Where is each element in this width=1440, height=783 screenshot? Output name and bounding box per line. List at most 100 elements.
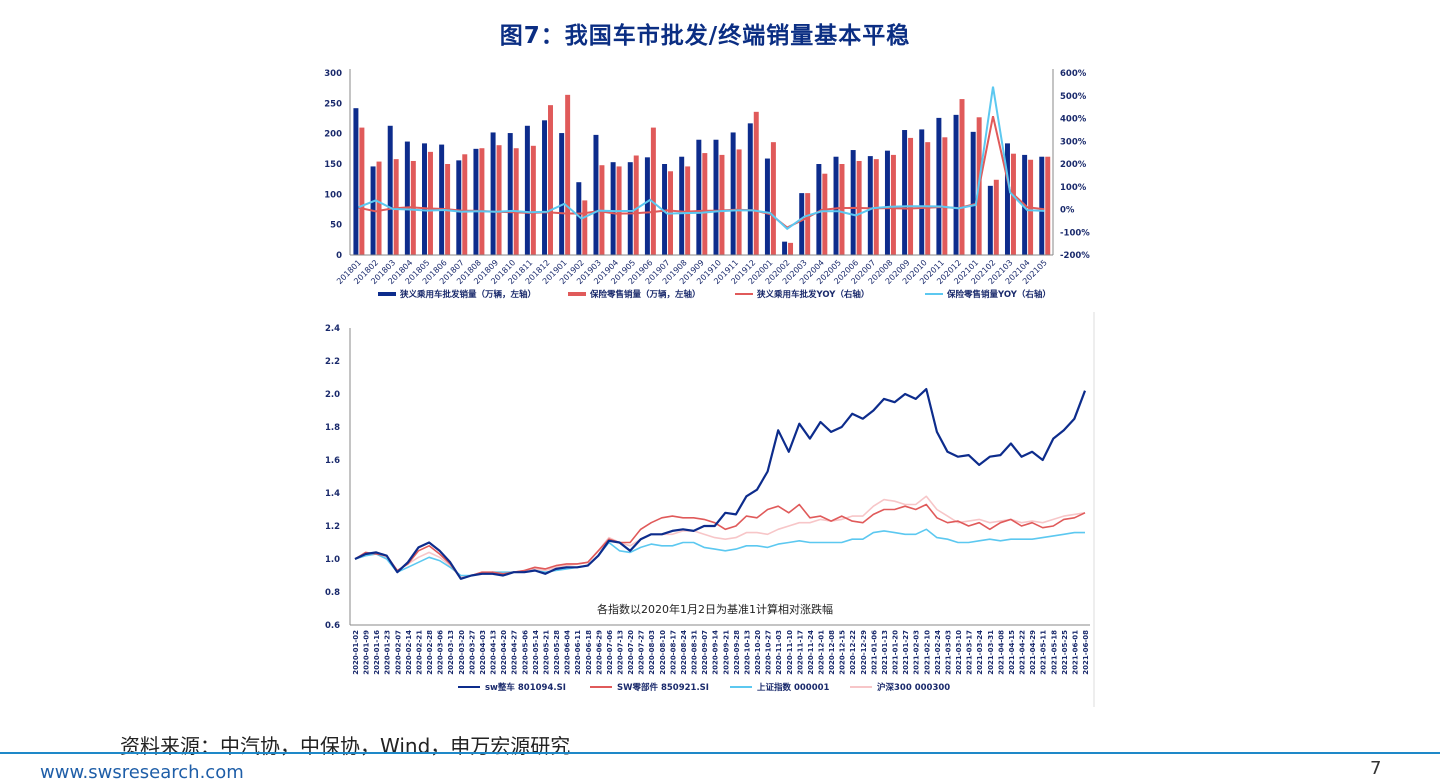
x-tick-label: 2021-03-31 bbox=[987, 630, 995, 675]
x-tick-label: 2020-11-24 bbox=[807, 630, 815, 675]
right-tick-label: 400% bbox=[1060, 115, 1087, 125]
x-tick-label: 2021-06-01 bbox=[1071, 630, 1079, 675]
legend-swatch bbox=[568, 292, 586, 296]
y-tick-label: 2.4 bbox=[325, 324, 340, 334]
retail-bar bbox=[582, 200, 588, 255]
x-tick-label: 2020-04-03 bbox=[479, 630, 487, 675]
page-title: 图7：我国车市批发/终端销量基本平稳 bbox=[499, 23, 911, 49]
x-tick-label: 2020-07-06 bbox=[606, 630, 614, 675]
x-tick-label: 2020-10-20 bbox=[754, 630, 762, 675]
x-tick-label: 2020-09-14 bbox=[712, 630, 720, 675]
x-tick-label: 2020-08-17 bbox=[669, 630, 677, 675]
right-tick-label: 200% bbox=[1060, 160, 1087, 170]
website-link[interactable]: www.swsresearch.com bbox=[40, 762, 244, 783]
index-line-chart: 0.6 0.8 1.0 1.2 1.4 1.6 1.8 2.0 2.2 2.4 2020-01-02… bbox=[325, 312, 1095, 707]
legend-label: sw整车 801094.SI bbox=[485, 682, 566, 693]
legend-swatch bbox=[378, 292, 396, 296]
retail-bar bbox=[565, 94, 571, 255]
retail-bar bbox=[462, 154, 468, 255]
x-tick-label: 2020-03-20 bbox=[458, 630, 466, 675]
chart-annotation: 各指数以2020年1月2日为基准1计算相对涨跌幅 bbox=[597, 602, 833, 616]
legend-label: 保险零售销量YOY（右轴） bbox=[946, 289, 1051, 300]
wholesale-bar bbox=[987, 185, 993, 255]
source-note: 资料来源：中汽协，中保协，Wind，申万宏源研究 bbox=[120, 734, 571, 758]
retail-bar bbox=[753, 111, 759, 256]
wholesale-bar bbox=[662, 164, 668, 255]
retail-bar bbox=[805, 193, 811, 255]
retail-yoy-line bbox=[358, 86, 1045, 231]
x-tick-label: 2021-03-24 bbox=[976, 630, 984, 675]
x-tick-label: 2021-04-08 bbox=[997, 630, 1005, 675]
retail-bar bbox=[513, 148, 519, 255]
x-tick-label: 2020-02-14 bbox=[405, 630, 413, 675]
wholesale-bar bbox=[884, 150, 890, 255]
retail-bar bbox=[650, 127, 656, 255]
wholesale-bar bbox=[559, 133, 565, 255]
y-tick-label: 0.6 bbox=[325, 621, 340, 631]
retail-bar bbox=[479, 148, 485, 255]
wholesale-bar bbox=[1039, 156, 1045, 255]
right-tick-label: 600% bbox=[1060, 69, 1087, 79]
wholesale-bar bbox=[696, 139, 702, 255]
retail-bar bbox=[1010, 153, 1016, 255]
wholesale-bar bbox=[816, 164, 822, 255]
wholesale-bar bbox=[593, 134, 599, 255]
right-tick-label: -100% bbox=[1060, 228, 1090, 238]
wholesale-bar bbox=[902, 130, 908, 255]
x-tick-label: 2021-05-11 bbox=[1040, 630, 1048, 675]
legend-label: 狭义乘用车批发YOY（右轴） bbox=[756, 289, 869, 300]
retail-bar bbox=[822, 173, 828, 255]
x-tick-label: 2020-03-27 bbox=[468, 630, 476, 675]
x-tick-label: 2021-04-15 bbox=[1008, 630, 1016, 675]
retail-bar bbox=[770, 142, 776, 255]
x-tick-label: 2020-06-04 bbox=[564, 630, 572, 675]
right-tick-label: 300% bbox=[1060, 137, 1087, 147]
wholesale-bar bbox=[507, 133, 513, 255]
x-tick-label: 2021-03-03 bbox=[944, 630, 952, 675]
retail-bar bbox=[702, 153, 708, 255]
right-tick-label: 0% bbox=[1060, 206, 1075, 216]
legend-label: 狭义乘用车批发销量（万辆，左轴） bbox=[399, 289, 536, 300]
x-tick-label: 2020-06-18 bbox=[585, 630, 593, 675]
x-tick-label: 2020-11-10 bbox=[786, 630, 794, 675]
x-tick-label: 2020-02-21 bbox=[415, 630, 423, 675]
x-tick-label: 2020-11-03 bbox=[775, 630, 783, 675]
x-tick-label: 2021-05-25 bbox=[1061, 630, 1069, 675]
wholesale-bar bbox=[764, 158, 770, 255]
wholesale-bar bbox=[850, 150, 856, 255]
x-tick-label: 2020-01-02 bbox=[352, 630, 360, 675]
x-tick-label: 2020-03-06 bbox=[437, 630, 445, 675]
retail-bar bbox=[359, 127, 365, 255]
retail-bar bbox=[908, 137, 914, 255]
left-tick-label: 300 bbox=[324, 69, 342, 79]
x-tick-label: 2020-03-13 bbox=[447, 630, 455, 675]
wholesale-bar bbox=[644, 157, 650, 255]
index-series-line bbox=[354, 495, 1086, 578]
y-tick-label: 0.8 bbox=[325, 588, 340, 598]
left-tick-label: 200 bbox=[324, 130, 342, 140]
retail-bar bbox=[1045, 156, 1051, 255]
sales-bar-chart: 0 50 100 150 200 250 300 -200% -100% 0% 100% 200% 30… bbox=[324, 69, 1090, 300]
x-tick-label: 2020-02-07 bbox=[394, 630, 402, 675]
x-tick-label: 2020-08-03 bbox=[648, 630, 656, 675]
x-tick-label: 2020-02-28 bbox=[426, 630, 434, 675]
x-tick-label: 2021-01-06 bbox=[870, 630, 878, 675]
retail-bar bbox=[890, 154, 896, 255]
wholesale-bar bbox=[456, 160, 462, 255]
retail-bar bbox=[427, 151, 433, 255]
x-tick-label: 2020-06-11 bbox=[574, 630, 582, 675]
y-tick-label: 1.2 bbox=[325, 522, 340, 532]
wholesale-bar bbox=[490, 132, 496, 255]
x-tick-label: 2020-12-08 bbox=[828, 630, 836, 675]
x-tick-label: 2020-01-09 bbox=[363, 630, 371, 675]
x-tick-label: 2020-09-28 bbox=[733, 630, 741, 675]
x-tick-label: 2020-01-23 bbox=[384, 630, 392, 675]
x-tick-label: 2021-02-24 bbox=[934, 630, 942, 675]
x-tick-label: 2020-09-07 bbox=[701, 630, 709, 675]
retail-bar bbox=[393, 159, 399, 255]
wholesale-bar bbox=[387, 125, 393, 255]
wholesale-bar bbox=[627, 162, 633, 255]
legend-label: 上证指数 000001 bbox=[757, 682, 830, 693]
retail-bar bbox=[788, 242, 794, 255]
x-tick-label: 2021-04-22 bbox=[1019, 630, 1027, 675]
